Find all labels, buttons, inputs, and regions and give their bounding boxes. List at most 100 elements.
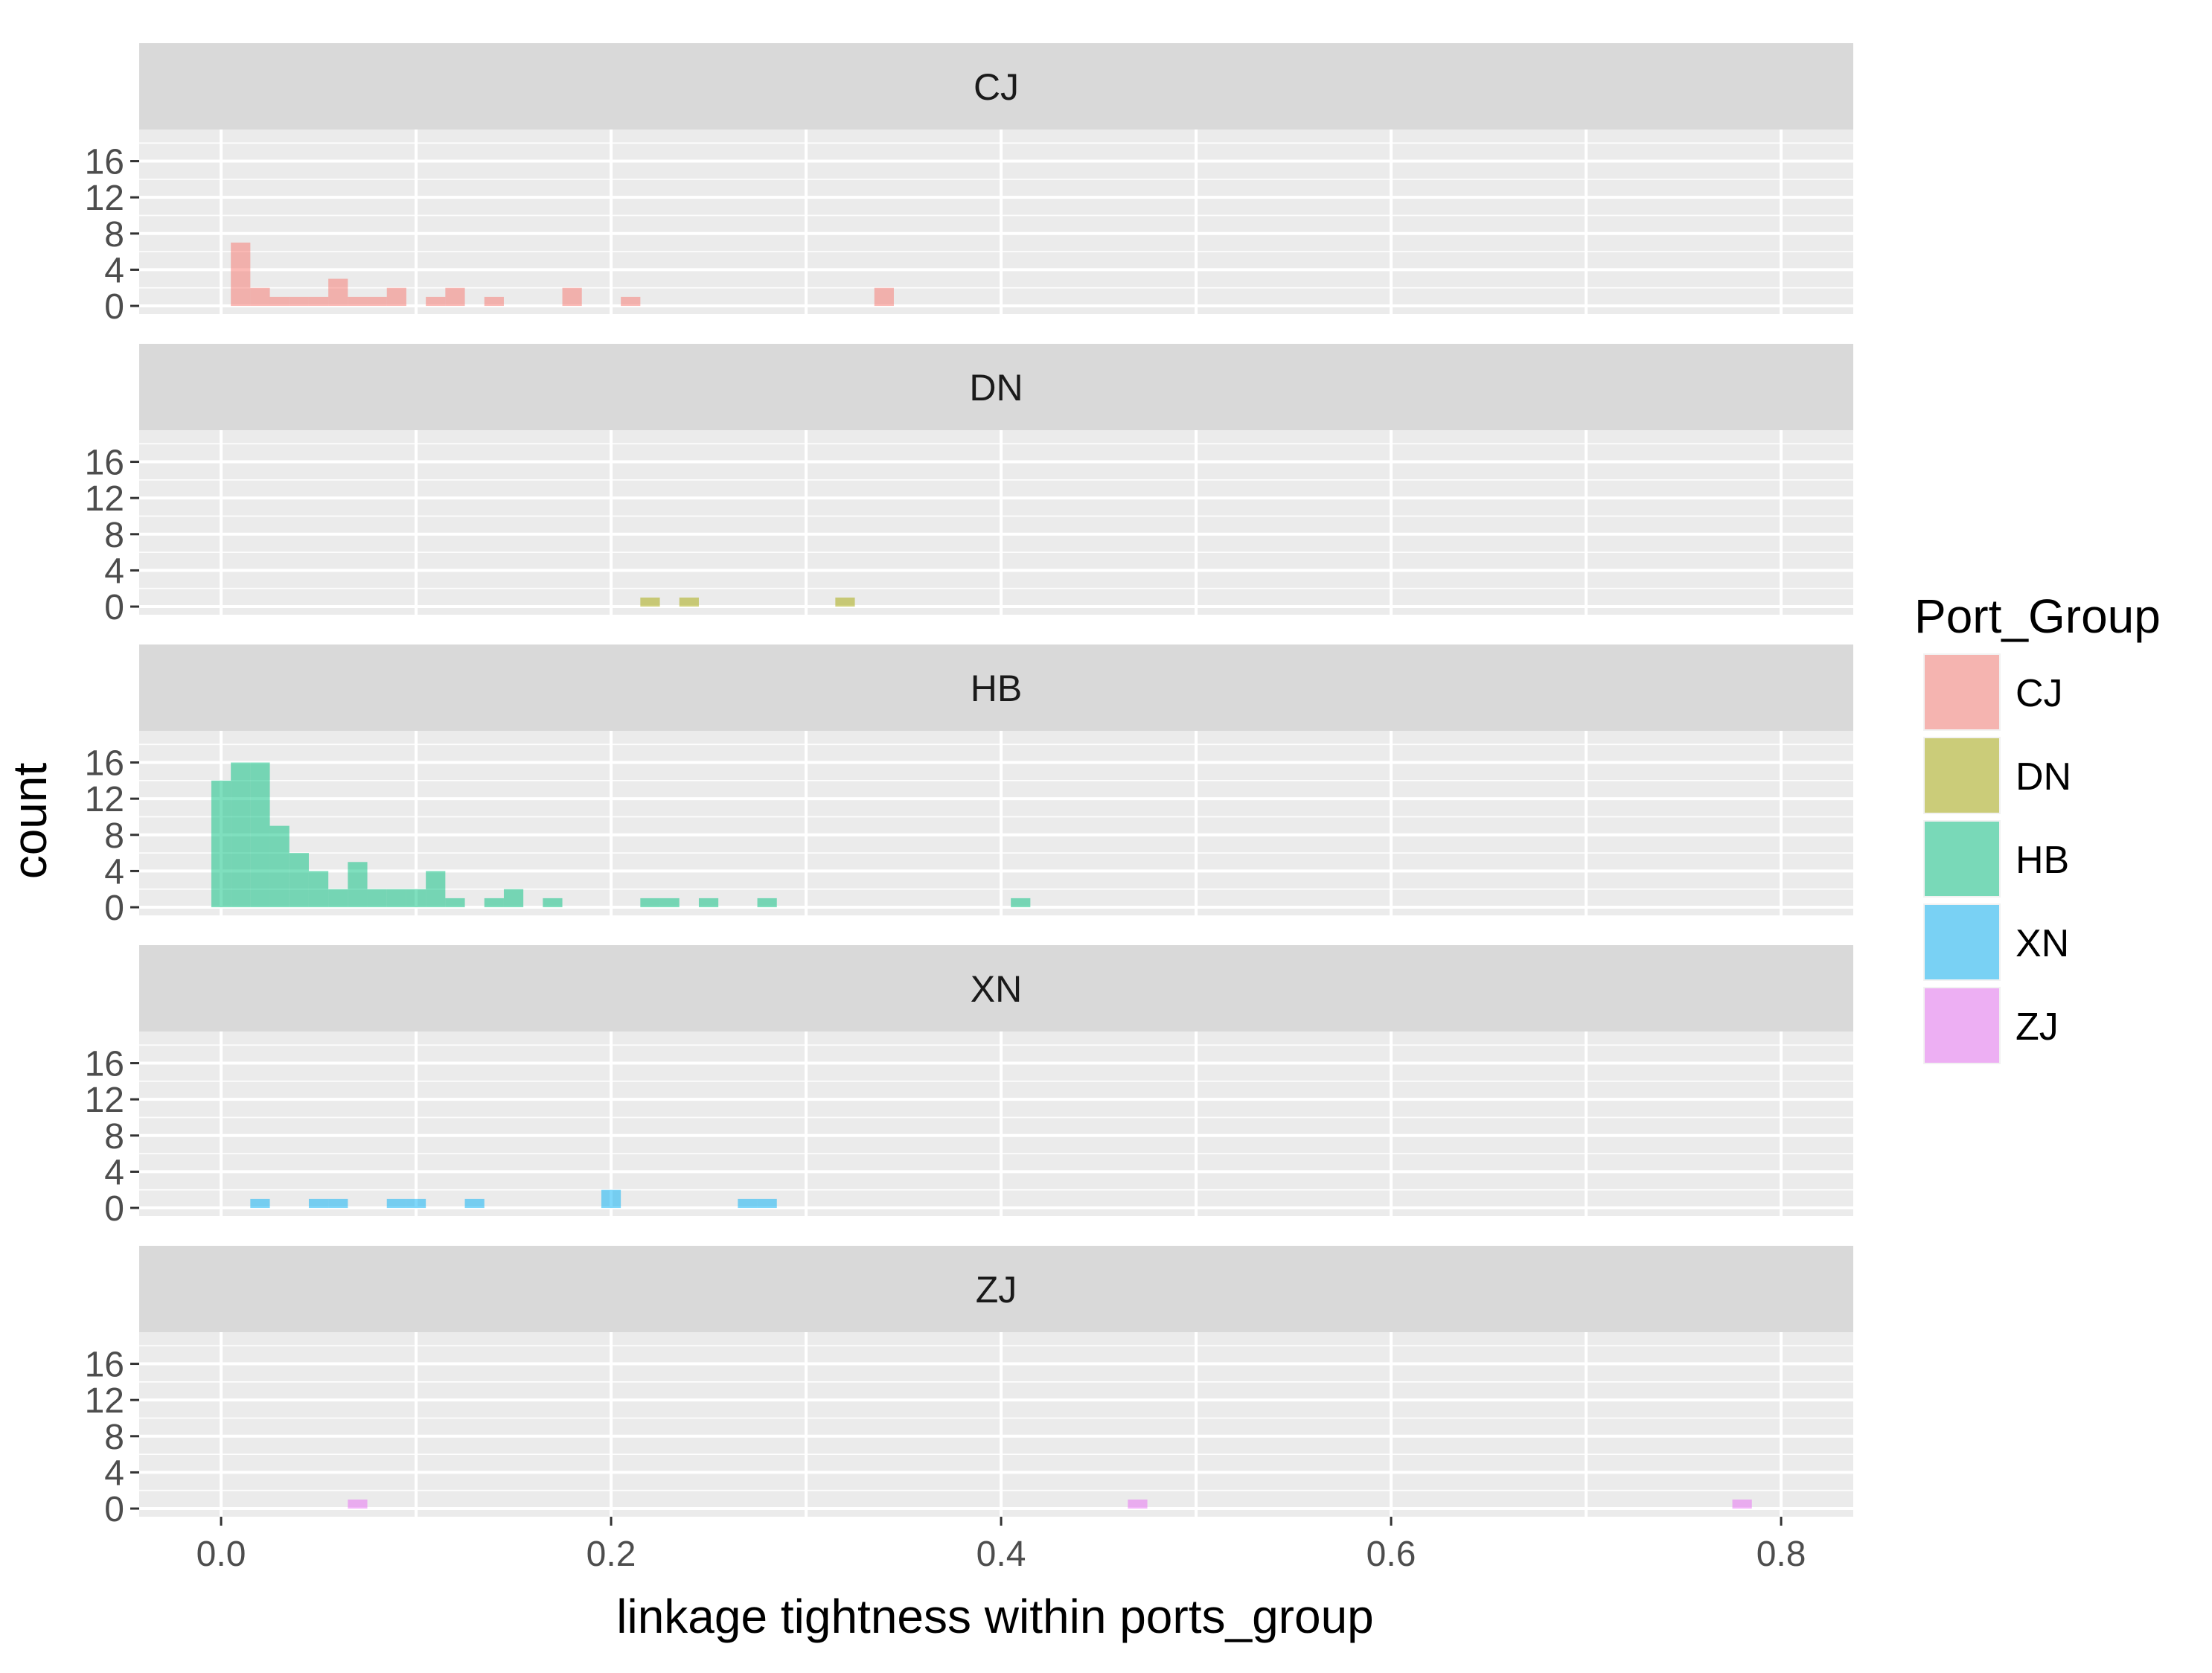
x-tick-label: 0.4 xyxy=(976,1535,1026,1574)
y-tick-label: 8 xyxy=(104,1117,124,1157)
histogram-bar xyxy=(874,287,894,307)
y-tick-label: 8 xyxy=(104,1418,124,1457)
y-tick-label: 4 xyxy=(104,551,124,591)
legend-title: Port_Group xyxy=(1914,589,2161,643)
histogram-bar xyxy=(231,762,251,908)
y-tick-label: 16 xyxy=(85,744,124,784)
histogram-bar xyxy=(308,296,329,307)
legend-label: HB xyxy=(2016,839,2069,882)
x-tick-label: 0.8 xyxy=(1757,1535,1806,1574)
histogram-bar xyxy=(269,296,290,307)
histogram-bar xyxy=(250,762,270,908)
legend-swatch xyxy=(1925,988,1999,1063)
histogram-bar xyxy=(562,287,582,307)
facet-strip-label: DN xyxy=(969,367,1023,409)
y-tick-label: 12 xyxy=(85,780,124,819)
legend-label: ZJ xyxy=(2016,1005,2059,1049)
panel-background xyxy=(139,1332,1853,1517)
histogram-bar xyxy=(445,287,465,307)
panel-background xyxy=(139,731,1853,915)
histogram-bar xyxy=(328,1198,348,1209)
legend-item-zj: ZJ xyxy=(1923,987,2059,1064)
histogram-bar xyxy=(640,597,660,607)
facet-panels: CJ0481216DN0481216HB0481216XN0481216ZJ04… xyxy=(85,43,1853,1529)
legend-item-cj: CJ xyxy=(1923,653,2063,731)
legend-swatch xyxy=(1925,905,1999,979)
panel-background xyxy=(139,430,1853,615)
histogram-bar xyxy=(464,1198,485,1209)
legend: Port_Group CJ DN HB XN ZJ xyxy=(1914,589,2161,1064)
histogram-bar xyxy=(640,898,660,908)
y-tick-label: 0 xyxy=(104,1189,124,1229)
histogram-bar xyxy=(328,278,348,307)
histogram-bar xyxy=(367,296,387,307)
histogram-bar xyxy=(484,296,504,307)
legend-label: DN xyxy=(2016,755,2071,799)
histogram-bar xyxy=(1011,898,1031,908)
histogram-bar xyxy=(757,1198,777,1209)
y-tick-label: 12 xyxy=(85,1381,124,1421)
y-tick-label: 16 xyxy=(85,1045,124,1084)
legend-swatch xyxy=(1925,738,1999,813)
histogram-bar xyxy=(348,1499,368,1509)
facet-strip xyxy=(139,644,1853,731)
y-tick-label: 12 xyxy=(85,179,124,218)
histogram-bar xyxy=(386,889,406,908)
histogram-bar xyxy=(445,898,465,908)
histogram-bar xyxy=(1128,1499,1148,1509)
y-tick-label: 0 xyxy=(104,287,124,327)
histogram-bar xyxy=(386,1198,406,1209)
histogram-bar xyxy=(543,898,563,908)
histogram-bar xyxy=(269,825,290,908)
histogram-bar xyxy=(835,597,855,607)
histogram-bar xyxy=(738,1198,758,1209)
histogram-bar xyxy=(698,898,719,908)
facet-strip-label: HB xyxy=(971,668,1022,709)
y-tick-label: 0 xyxy=(104,889,124,928)
facet-strip-label: CJ xyxy=(974,66,1019,108)
facet-strip xyxy=(139,1246,1853,1332)
facet-strip xyxy=(139,43,1853,129)
histogram-bar xyxy=(367,889,387,908)
histogram-bar xyxy=(348,296,368,307)
y-tick-label: 16 xyxy=(85,143,124,182)
histogram-bar xyxy=(659,898,680,908)
legend-label: XN xyxy=(2016,922,2069,965)
y-tick-label: 4 xyxy=(104,852,124,892)
histogram-bar xyxy=(406,1198,426,1209)
legend-label: CJ xyxy=(2016,672,2063,715)
y-tick-label: 12 xyxy=(85,1081,124,1120)
legend-item-dn: DN xyxy=(1923,737,2071,814)
y-tick-label: 12 xyxy=(85,479,124,519)
x-tick-label: 0.6 xyxy=(1366,1535,1416,1574)
histogram-bar xyxy=(406,889,426,908)
histogram-bar xyxy=(757,898,777,908)
histogram-bar xyxy=(484,898,504,908)
legend-keys: CJ DN HB XN ZJ xyxy=(1923,653,2071,1064)
y-tick-label: 16 xyxy=(85,1346,124,1385)
histogram-bar xyxy=(289,853,309,908)
x-tick-label: 0.2 xyxy=(586,1535,636,1574)
histogram-bar xyxy=(250,287,270,307)
y-tick-label: 16 xyxy=(85,444,124,483)
histogram-bar xyxy=(348,862,368,908)
legend-item-hb: HB xyxy=(1923,820,2069,898)
y-axis-title: count xyxy=(3,763,57,880)
histogram-bar xyxy=(386,287,406,307)
histogram-bar xyxy=(250,1198,270,1209)
histogram-bar xyxy=(426,871,446,908)
facet-strip xyxy=(139,344,1853,430)
y-tick-label: 4 xyxy=(104,251,124,290)
x-axis-title: linkage tightness within ports_group xyxy=(616,1590,1374,1643)
histogram-bar xyxy=(503,889,524,908)
legend-swatch xyxy=(1925,655,1999,729)
panel-background xyxy=(139,129,1853,314)
x-tick-label: 0.0 xyxy=(196,1535,246,1574)
y-tick-label: 8 xyxy=(104,215,124,255)
facet-strip-label: ZJ xyxy=(976,1269,1017,1311)
